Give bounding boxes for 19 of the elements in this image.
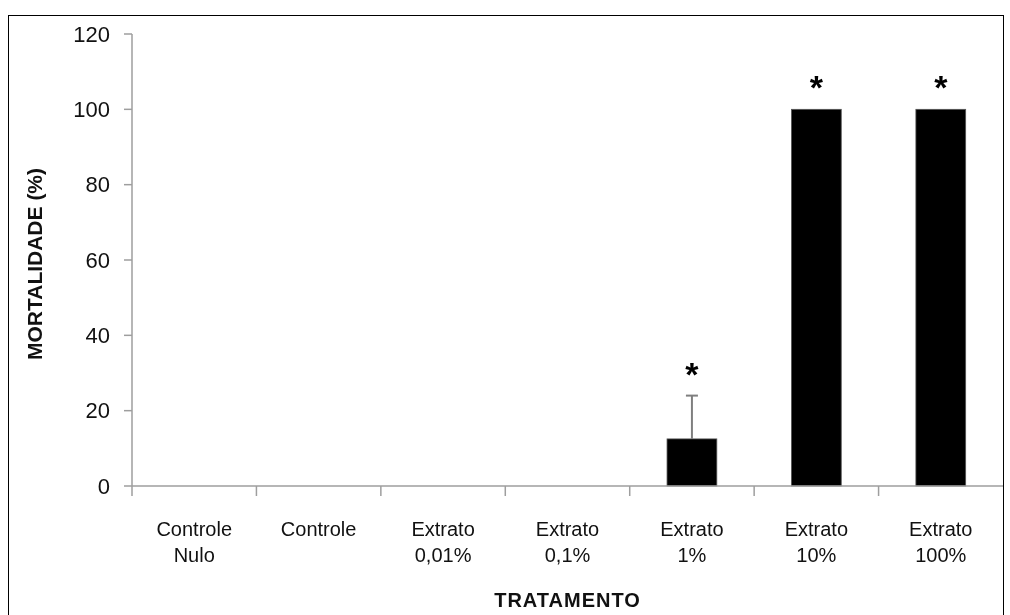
y-tick-label: 120 (73, 21, 110, 47)
x-axis-title: TRATAMENTO (494, 589, 641, 611)
x-tick-label: Extrato 0,1% (535, 518, 600, 566)
x-tick-label: Controle Nulo (156, 518, 233, 566)
x-tick-label: Extrato 10% (784, 518, 849, 566)
annotation: * (934, 68, 949, 107)
annotation: * (809, 68, 824, 107)
y-tick-label: 100 (73, 97, 110, 123)
y-tick-label: 60 (85, 247, 110, 273)
annotation: * (685, 354, 700, 393)
x-tick-label: Extrato 100% (909, 518, 973, 566)
y-tick-label: 20 (85, 398, 110, 424)
y-tick-label: 0 (97, 473, 110, 499)
y-tick-label: 80 (85, 172, 110, 198)
x-tick-label: Controle (280, 518, 357, 540)
y-axis-title: MORTALIDADE (%) (23, 167, 46, 361)
y-tick-label: 40 (85, 323, 110, 349)
x-tick-label: Extrato 0,01% (411, 518, 475, 566)
x-tick-label: Extrato 1% (660, 518, 724, 566)
